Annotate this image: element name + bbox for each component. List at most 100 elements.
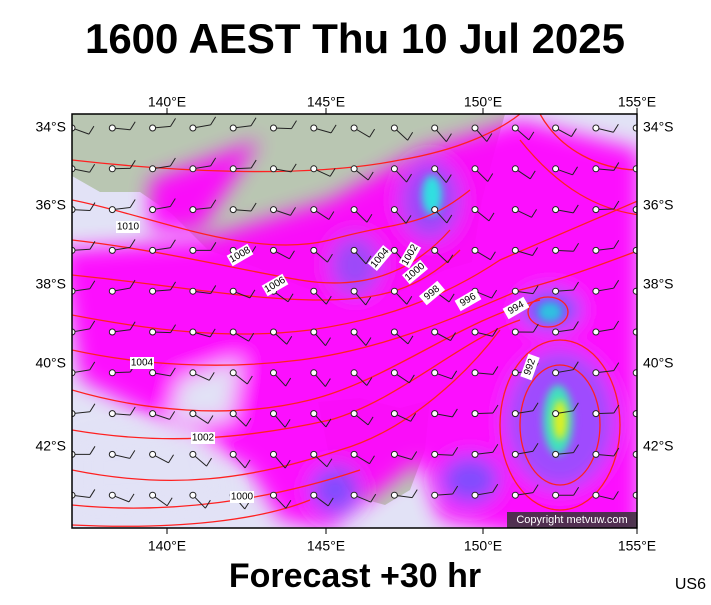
barb-station [230, 370, 236, 376]
barb-station [633, 370, 639, 376]
barb-station [512, 166, 518, 172]
lat-label: 34°S [35, 119, 66, 135]
lon-label: 155°E [618, 94, 656, 110]
barb-station [633, 288, 639, 294]
barb-station [109, 247, 115, 253]
barb-station [150, 247, 156, 253]
barb-station [593, 411, 599, 417]
barb-station [432, 329, 438, 335]
barb-station [271, 207, 277, 213]
barb-station [633, 329, 639, 335]
barb-station [432, 451, 438, 457]
isobar-label: 1010 [117, 222, 140, 233]
barb-station [311, 370, 317, 376]
barb-station [553, 370, 559, 376]
barb-station [472, 125, 478, 131]
barb-staff [636, 454, 653, 460]
barb-station [512, 125, 518, 131]
barb-station [351, 166, 357, 172]
barb-station [512, 451, 518, 457]
barb-station [553, 288, 559, 294]
barb-station [351, 492, 357, 498]
barb-station [271, 247, 277, 253]
barb-station [391, 207, 397, 213]
barb-station [512, 411, 518, 417]
barb-station [150, 451, 156, 457]
barb-station [432, 247, 438, 253]
barb-station [230, 411, 236, 417]
barb-station [472, 451, 478, 457]
barb-station [109, 329, 115, 335]
barb-station [190, 207, 196, 213]
barb-station [512, 247, 518, 253]
barb-station [472, 247, 478, 253]
barb-station [391, 492, 397, 498]
barb-station [593, 329, 599, 335]
lon-label: 140°E [148, 538, 186, 554]
barb-station [271, 125, 277, 131]
barb-station [432, 370, 438, 376]
barb-station [391, 411, 397, 417]
barb-station [391, 451, 397, 457]
barb-station [553, 125, 559, 131]
barb-station [432, 492, 438, 498]
barb-station [311, 247, 317, 253]
barb-station [190, 329, 196, 335]
barb-station [311, 492, 317, 498]
lat-label: 42°S [643, 438, 674, 454]
barb-station [109, 288, 115, 294]
barb-station [351, 451, 357, 457]
barb-station [109, 492, 115, 498]
barb-station [230, 451, 236, 457]
barb-station [593, 288, 599, 294]
isobar-label-group: 1004 [130, 357, 154, 369]
barb-station [150, 288, 156, 294]
barb-station [271, 370, 277, 376]
barb-staff [636, 331, 654, 332]
isobar-label: 1002 [192, 433, 215, 444]
barb-station [190, 370, 196, 376]
barb-station [109, 125, 115, 131]
barb-station [150, 166, 156, 172]
barb-station [150, 125, 156, 131]
barb-station [512, 370, 518, 376]
barb-station [190, 166, 196, 172]
isobar-label-group: 1002 [191, 432, 215, 444]
barb-station [311, 451, 317, 457]
barb-station [472, 492, 478, 498]
isobar-label-group: 1010 [116, 221, 140, 233]
barb-station [230, 329, 236, 335]
lon-label: 145°E [307, 538, 345, 554]
barb-station [633, 492, 639, 498]
barb-station [271, 451, 277, 457]
barb-station [472, 411, 478, 417]
barb-staff [636, 414, 654, 417]
barb-feather [654, 409, 659, 417]
barb-station [271, 411, 277, 417]
barb-station [472, 207, 478, 213]
lon-label: 150°E [464, 538, 502, 554]
barb-station [230, 207, 236, 213]
barb-station [190, 451, 196, 457]
barb-station [271, 166, 277, 172]
lat-label: 40°S [35, 355, 66, 371]
lon-label: 140°E [148, 94, 186, 110]
barb-station [593, 370, 599, 376]
lat-label: 34°S [643, 119, 674, 135]
barb-station [190, 125, 196, 131]
barb-station [593, 166, 599, 172]
barb-station [109, 370, 115, 376]
barb-station [109, 451, 115, 457]
barb-station [593, 451, 599, 457]
lat-label: 42°S [35, 438, 66, 454]
map-code: US6 [675, 576, 706, 593]
barb-station [391, 247, 397, 253]
copyright: Copyright metvuw.com [516, 514, 627, 526]
barb-station [271, 329, 277, 335]
barb-station [512, 207, 518, 213]
barb-station [553, 207, 559, 213]
barb-staff [636, 167, 654, 169]
barb-staff [636, 247, 654, 250]
barb-station [391, 166, 397, 172]
lat-label: 36°S [35, 197, 66, 213]
